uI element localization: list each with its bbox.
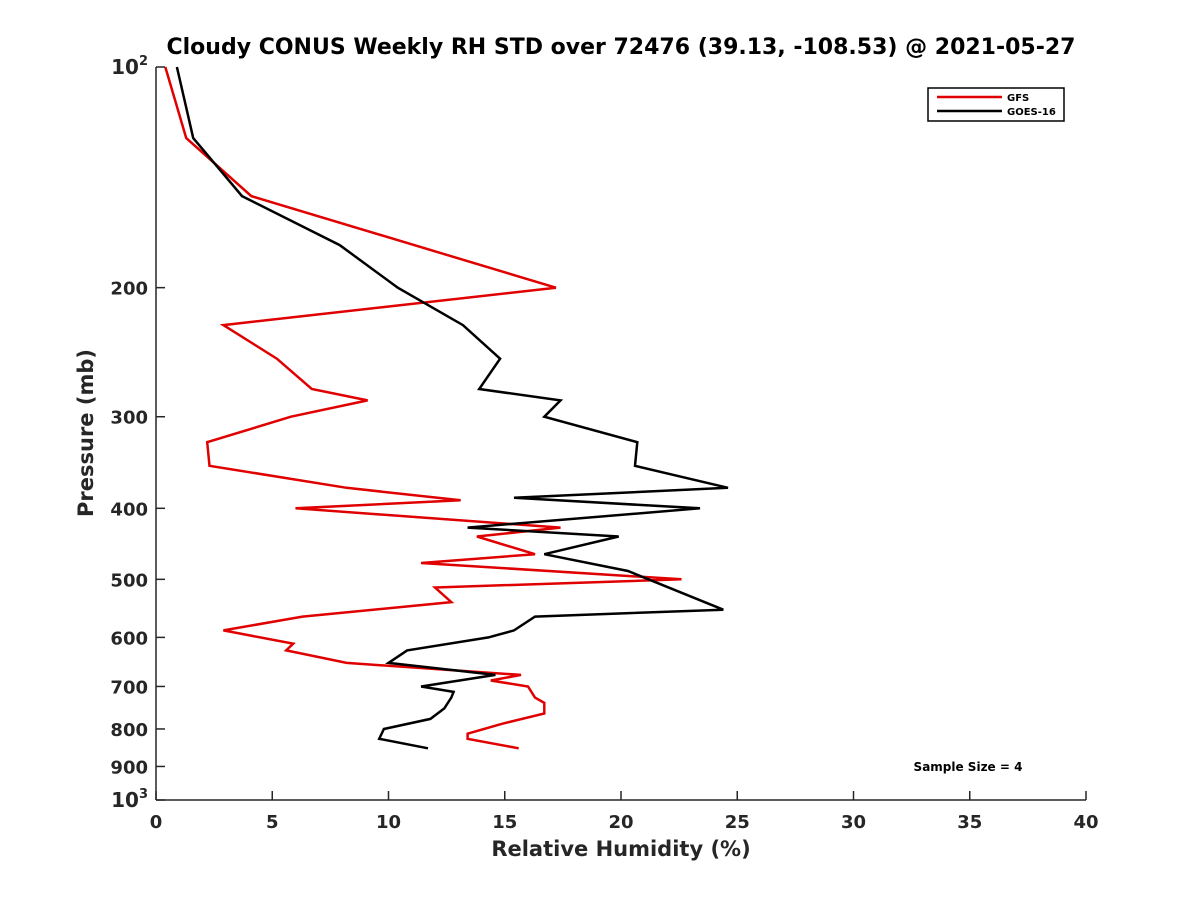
y-tick-label: 103 — [111, 787, 148, 812]
y-tick-label: 400 — [110, 499, 148, 520]
x-tick-label: 10 — [376, 812, 401, 833]
legend-label-goes16: GOES-16 — [1007, 107, 1056, 118]
y-tick-label: 700 — [110, 677, 148, 698]
y-tick-label: 600 — [110, 628, 148, 649]
y-tick-label: 900 — [110, 757, 148, 778]
y-tick-label: 102 — [111, 54, 148, 79]
legend-label-gfs: GFS — [1007, 93, 1029, 104]
series-line-goes16 — [175, 66, 729, 750]
x-tick-label: 0 — [150, 812, 163, 833]
y-axis-ticks: 102 200 300 400 500 600 700 800 900 103 — [110, 54, 165, 812]
x-tick-label: 15 — [492, 812, 517, 833]
legend-box — [927, 87, 1065, 122]
x-axis-ticks: 0 5 10 15 20 25 30 35 40 — [150, 791, 1099, 833]
y-tick-label: 800 — [110, 720, 148, 741]
x-tick-label: 40 — [1073, 812, 1098, 833]
legend: GFS GOES-16 — [927, 87, 1065, 122]
x-tick-label: 20 — [608, 812, 633, 833]
x-tick-label: 5 — [266, 812, 279, 833]
y-axis-label: Pressure (mb) — [74, 349, 98, 517]
y-tick-label: 300 — [110, 408, 148, 429]
plot-lines — [164, 66, 729, 750]
y-tick-label: 500 — [110, 570, 148, 591]
series-line-gfs — [164, 66, 682, 750]
x-tick-label: 25 — [725, 812, 750, 833]
x-axis-label: Relative Humidity (%) — [491, 837, 750, 861]
chart-title: Cloudy CONUS Weekly RH STD over 72476 (3… — [167, 35, 1076, 60]
x-tick-label: 35 — [957, 812, 982, 833]
x-tick-label: 30 — [841, 812, 866, 833]
sample-size-annotation: Sample Size = 4 — [914, 760, 1023, 774]
y-tick-label: 200 — [110, 279, 148, 300]
